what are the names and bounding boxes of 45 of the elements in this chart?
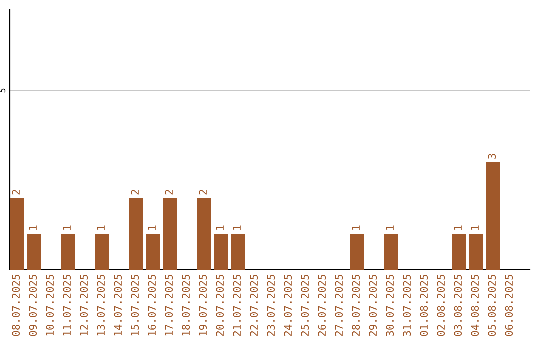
x-tick-label: 03.08.2025 [454, 275, 462, 336]
x-tick-label: 14.07.2025 [114, 275, 122, 336]
x-tick-label: 19.07.2025 [199, 275, 208, 336]
data-label: 3 [488, 154, 496, 159]
x-tick-label: 16.07.2025 [148, 275, 156, 336]
data-label: 1 [148, 226, 156, 230]
x-tick-label: 30.07.2025 [386, 275, 394, 336]
data-label: 1 [63, 226, 71, 230]
x-tick-label: 11.07.2025 [63, 275, 72, 336]
data-label: 1 [29, 226, 37, 230]
x-tick-label: 08.07.2025 [12, 275, 20, 336]
data-label: 2 [12, 190, 20, 195]
x-tick-label: 05.08.2025 [488, 275, 496, 336]
x-tick-label: 04.08.2025 [471, 275, 480, 336]
x-tick-label: 25.07.2025 [301, 275, 310, 336]
x-tick-label: 24.07.2025 [284, 275, 292, 336]
x-tick-label: 29.07.2025 [369, 275, 378, 336]
data-label: 1 [97, 226, 105, 230]
x-tick-label: 22.07.2025 [250, 275, 258, 336]
data-label: 1 [233, 226, 241, 230]
x-tick-label: 28.07.2025 [352, 275, 360, 336]
data-label: 1 [471, 226, 479, 230]
data-label: 1 [386, 226, 394, 230]
x-tick-label: 13.07.2025 [97, 275, 106, 336]
data-label: 2 [131, 190, 139, 195]
x-tick-label: 31.07.2025 [403, 275, 412, 336]
x-tick-label: 27.07.2025 [335, 275, 344, 336]
x-tick-label: 02.08.2025 [437, 275, 446, 336]
x-tick-label: 23.07.2025 [267, 275, 276, 336]
x-tick-label: 10.07.2025 [46, 275, 54, 336]
x-tick-label: 15.07.2025 [131, 275, 140, 336]
x-tick-label: 12.07.2025 [80, 275, 88, 336]
x-tick-label: 20.07.2025 [216, 275, 224, 336]
data-label: 1 [216, 226, 224, 230]
x-tick-label: 09.07.2025 [29, 275, 38, 336]
x-tick-label: 01.08.2025 [420, 275, 428, 336]
data-label: 2 [165, 190, 173, 195]
x-tick-label: 06.08.2025 [505, 275, 514, 336]
data-label: 2 [199, 190, 207, 195]
x-tick-label: 21.07.2025 [233, 275, 242, 336]
data-label: 1 [454, 226, 462, 230]
x-tick-label: 18.07.2025 [182, 275, 190, 336]
data-label: 1 [352, 226, 360, 230]
x-tick-label: 17.07.2025 [165, 275, 174, 336]
x-tick-label: 26.07.2025 [318, 275, 326, 336]
